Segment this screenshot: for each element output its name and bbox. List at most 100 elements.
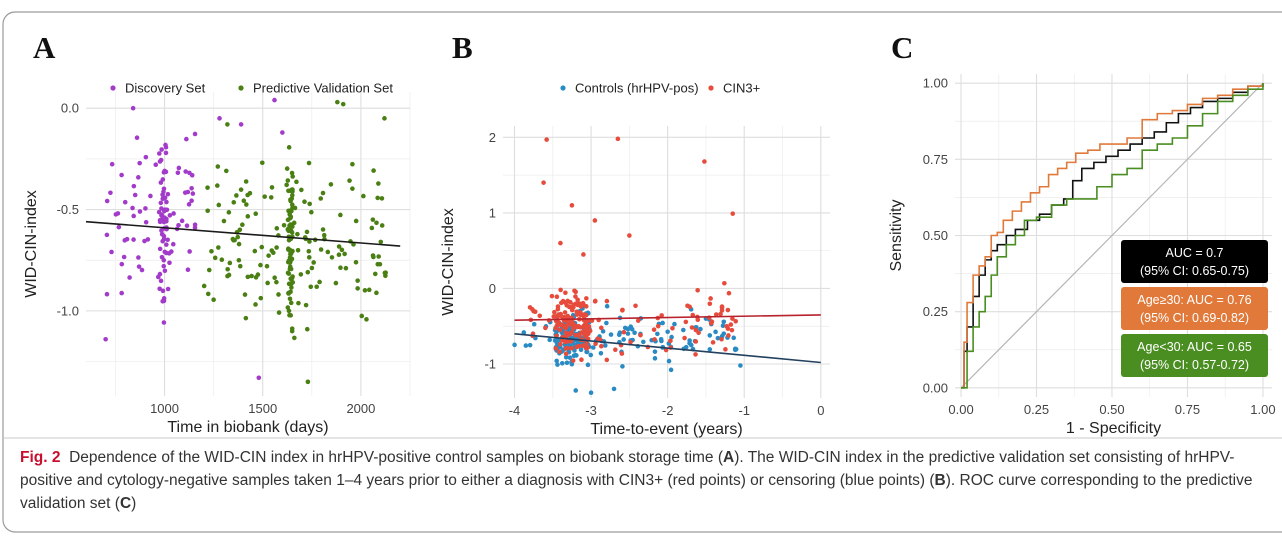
c-y-tick-label: 1.00 [923, 76, 948, 91]
c-x-tick-label: 1.00 [1250, 402, 1275, 417]
a-point-s1 [130, 205, 135, 211]
a-point-s2 [298, 272, 304, 277]
b-point-s2 [621, 329, 627, 335]
a-point-s2 [336, 244, 342, 249]
b-x-tick-label: -1 [738, 403, 750, 418]
b-point-s2 [576, 332, 582, 338]
a-point-s2 [376, 181, 381, 186]
a-point-s2 [308, 284, 314, 290]
b-point-s2 [565, 319, 571, 325]
a-point-s2 [350, 186, 355, 191]
a-point-s1 [164, 250, 169, 256]
a-point-s2 [382, 270, 388, 276]
a-legend-label-1: Discovery Set [125, 81, 206, 96]
b-point-s2 [604, 298, 610, 304]
b-point-s2 [571, 304, 576, 310]
b-point-s2 [627, 233, 632, 238]
b-point-s2 [568, 338, 574, 344]
c-auc-box-3 [1121, 334, 1268, 377]
b-point-s2 [710, 340, 716, 345]
a-point-s2 [289, 170, 295, 176]
c-y-axis-label: Sensitivity [888, 199, 905, 271]
a-x-tick-label: 2000 [346, 401, 375, 416]
b-point-s2 [726, 290, 732, 296]
a-point-s2 [289, 230, 295, 235]
a-point-s2 [305, 379, 311, 385]
b-x-tick-label: -2 [662, 403, 674, 418]
a-point-s2 [265, 280, 270, 286]
b-point-s2 [599, 343, 604, 349]
caption-text-2: ). The WID-CIN index in the predictive v… [20, 449, 1235, 489]
b-point-s1 [652, 349, 658, 354]
a-point-s2 [266, 253, 271, 258]
a-point-s2 [371, 254, 376, 260]
b-y-tick-label: -1 [484, 357, 496, 372]
a-point-s1 [157, 151, 162, 156]
a-point-s2 [361, 193, 366, 199]
b-point-s2 [555, 304, 561, 309]
a-point-s2 [287, 296, 293, 302]
b-point-s2 [563, 351, 569, 357]
a-point-s2 [288, 208, 293, 213]
b-point-s2 [725, 307, 731, 313]
b-point-s2 [557, 342, 563, 347]
b-point-s2 [693, 327, 699, 333]
caption-text-4: ) [131, 495, 137, 512]
a-point-s1 [158, 200, 164, 206]
chart-panel-a: 1000 1500 2000 0.0 -0.5 -1.0 Time in biobank (… [23, 81, 411, 436]
b-point-s2 [582, 328, 587, 333]
a-point-s2 [336, 252, 342, 257]
a-point-s2 [242, 292, 248, 297]
b-point-s2 [567, 331, 573, 337]
a-point-s2 [307, 239, 312, 244]
a-point-s2 [286, 290, 291, 296]
a-point-s2 [370, 217, 376, 222]
b-point-s1 [588, 390, 594, 396]
b-point-s1 [681, 327, 686, 333]
a-point-s2 [205, 185, 210, 190]
a-y-tick-label: 0.0 [61, 101, 79, 116]
b-point-s1 [563, 354, 569, 360]
b-point-s2 [619, 351, 625, 356]
b-point-s2 [577, 301, 582, 306]
c-auc-box-2 [1121, 287, 1268, 330]
a-trend-line-1 [85, 220, 401, 247]
a-point-s2 [285, 270, 291, 276]
b-point-s2 [682, 335, 687, 341]
b-point-s2 [563, 290, 568, 296]
a-point-s1 [161, 189, 166, 195]
a-point-s2 [291, 220, 297, 226]
a-point-s2 [375, 195, 380, 201]
a-point-s1 [162, 168, 167, 174]
b-point-s2 [659, 313, 664, 318]
a-point-s1 [164, 216, 169, 222]
b-point-s2 [576, 343, 581, 349]
b-point-s2 [553, 346, 559, 351]
a-point-s2 [286, 188, 291, 194]
a-point-s2 [245, 274, 251, 280]
a-point-s2 [206, 267, 212, 273]
a-point-s1 [217, 116, 222, 121]
b-point-s1 [713, 329, 718, 335]
b-point-s2 [670, 325, 675, 331]
a-point-s1 [165, 237, 170, 243]
b-point-s2 [556, 320, 562, 325]
a-point-s1 [134, 135, 140, 141]
a-point-s2 [309, 265, 315, 271]
a-point-s2 [205, 208, 210, 214]
a-point-s2 [286, 226, 292, 231]
a-point-s2 [307, 201, 312, 207]
b-point-s2 [566, 304, 572, 310]
b-point-s2 [628, 339, 633, 345]
b-point-s1 [628, 324, 634, 330]
a-point-s1 [155, 274, 161, 280]
b-point-s2 [613, 347, 618, 353]
c-auc-box-1 [1121, 240, 1268, 283]
a-point-s1 [121, 254, 127, 260]
b-point-s2 [543, 325, 548, 331]
a-point-s1 [157, 217, 163, 223]
a-point-s1 [164, 242, 169, 247]
b-point-s2 [729, 327, 735, 333]
b-point-s2 [620, 308, 625, 313]
a-point-s2 [289, 285, 294, 290]
